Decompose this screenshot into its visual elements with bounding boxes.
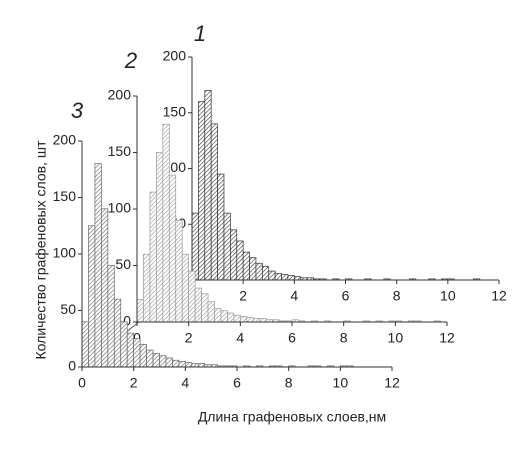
x-tick-label: 10 — [388, 330, 404, 346]
x-tick-label: 12 — [439, 330, 455, 346]
bar — [88, 225, 96, 368]
y-tick-label: 200 — [108, 87, 132, 103]
bar — [287, 275, 295, 281]
y-tick-label: 50 — [60, 301, 76, 317]
bar — [233, 314, 241, 323]
y-tick-label: 0 — [123, 313, 131, 329]
bar — [230, 229, 238, 281]
bar — [191, 212, 199, 281]
bar — [236, 240, 244, 281]
x-tick-label: 6 — [342, 288, 350, 304]
x-tick-label: 2 — [130, 375, 138, 391]
bar — [239, 316, 248, 323]
bar — [249, 257, 257, 281]
bar — [223, 212, 231, 281]
bar — [252, 318, 261, 323]
bar — [217, 173, 225, 281]
bar — [146, 349, 154, 368]
y-tick-label: 200 — [163, 48, 187, 64]
bar — [136, 299, 144, 323]
x-tick-label: 8 — [393, 288, 401, 304]
bar — [198, 101, 206, 281]
bar — [101, 208, 109, 368]
x-tick-label: 2 — [239, 288, 247, 304]
bar — [220, 310, 228, 323]
bar — [259, 318, 267, 323]
y-tick-label: 100 — [53, 245, 77, 261]
x-tick-label: 0 — [78, 375, 86, 391]
x-tick-label: 8 — [340, 330, 348, 346]
bar — [139, 344, 147, 368]
y-axis-label: Количество графеновых слов, шт — [33, 140, 49, 360]
bar — [178, 361, 186, 368]
bar — [107, 264, 115, 368]
bar — [262, 266, 270, 281]
bar — [152, 353, 160, 368]
bar — [165, 357, 173, 368]
bar — [172, 359, 180, 368]
bar — [242, 251, 250, 281]
bar — [191, 363, 199, 368]
panel-title: 1 — [194, 21, 206, 46]
bar — [274, 272, 282, 281]
bar — [162, 123, 170, 323]
x-tick-label: 12 — [384, 375, 400, 391]
x-tick-label: 0 — [133, 330, 141, 346]
bar — [94, 163, 102, 368]
bar — [181, 253, 190, 323]
bar — [194, 287, 202, 323]
bar — [143, 253, 151, 323]
bar — [149, 191, 157, 323]
bar — [268, 270, 276, 281]
bar — [126, 332, 135, 368]
bar — [293, 276, 302, 281]
x-tick-label: 4 — [181, 375, 189, 391]
x-axis-label: Длина графеновых слоев,нм — [198, 409, 386, 425]
bar — [246, 317, 254, 323]
x-tick-label: 6 — [233, 375, 241, 391]
y-tick-label: 50 — [115, 256, 131, 272]
bar — [227, 312, 235, 323]
bar — [156, 152, 164, 323]
bar — [214, 308, 222, 323]
panel-title: 2 — [124, 48, 137, 73]
x-tick-label: 6 — [288, 330, 296, 346]
bar — [197, 363, 206, 368]
bar — [204, 90, 212, 281]
y-tick-label: 150 — [108, 143, 132, 159]
bar — [159, 355, 167, 368]
x-tick-label: 12 — [491, 288, 507, 304]
bar — [120, 321, 128, 368]
bar — [133, 338, 141, 368]
x-tick-label: 8 — [285, 375, 293, 391]
panel-title: 3 — [71, 98, 84, 123]
bar — [255, 262, 263, 281]
x-tick-label: 10 — [440, 288, 456, 304]
bar — [188, 270, 196, 323]
bar — [184, 362, 193, 368]
x-tick-label: 4 — [236, 330, 244, 346]
x-tick-label: 10 — [333, 375, 349, 391]
bar — [168, 174, 177, 323]
x-tick-label: 4 — [290, 288, 298, 304]
bar — [281, 274, 289, 281]
bar — [201, 293, 209, 323]
bar — [210, 123, 218, 281]
bar — [207, 301, 215, 323]
x-tick-label: 2 — [185, 330, 193, 346]
bar — [81, 321, 89, 368]
y-tick-label: 0 — [68, 358, 76, 374]
bar — [175, 219, 183, 323]
y-tick-label: 200 — [53, 132, 77, 148]
y-tick-label: 150 — [163, 103, 187, 119]
bar — [113, 298, 122, 368]
y-tick-label: 100 — [108, 200, 132, 216]
y-tick-label: 150 — [53, 188, 77, 204]
